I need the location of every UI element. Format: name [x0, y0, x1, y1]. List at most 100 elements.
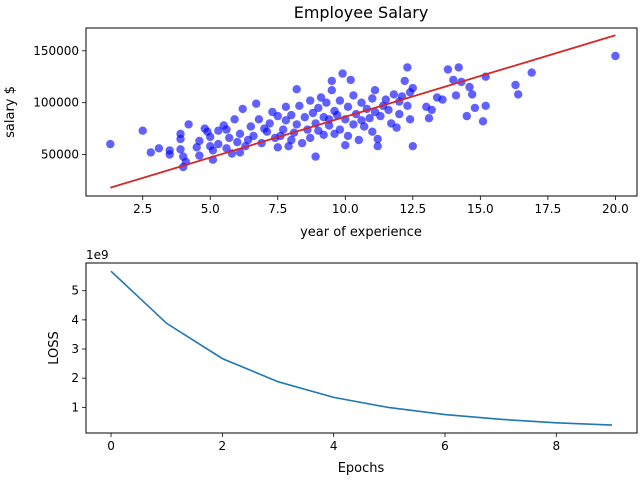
scatter-point	[230, 115, 239, 124]
scatter-point	[214, 126, 223, 135]
scatter-point	[254, 115, 264, 124]
scatter-point	[295, 101, 304, 111]
scatter-point	[287, 110, 296, 120]
plot-frame	[85, 262, 638, 434]
scatter-point	[292, 85, 301, 94]
scatter-point	[405, 115, 415, 124]
scatter-point	[297, 138, 307, 148]
scatter-point	[316, 93, 326, 102]
y-axis-ticks: 1 2 3 4 5	[71, 284, 86, 414]
scatter-point	[106, 139, 115, 149]
scatter-point	[184, 120, 193, 129]
scatter-point	[389, 90, 399, 99]
x-tick-label: 7.5	[268, 202, 287, 216]
loss-series-line	[110, 270, 613, 426]
scatter-point	[287, 135, 296, 145]
scatter-point	[478, 117, 488, 126]
chart-title: Employee Salary	[294, 3, 429, 22]
x-axis-label: Epochs	[338, 461, 385, 476]
x-tick-label: 15.0	[467, 202, 494, 216]
scatter-point	[368, 94, 377, 103]
scatter-point	[392, 123, 401, 132]
scatter-point	[146, 148, 155, 157]
scatter-point	[322, 98, 331, 107]
scatter-point	[357, 98, 366, 107]
scatter-point	[511, 80, 520, 90]
scatter-point	[335, 125, 345, 134]
scatter-point	[465, 82, 474, 92]
loss-line-chart: 0 2 4 6 8 1 2 3 4 5 1e9 Epochs LOSS	[47, 248, 638, 476]
scatter-point	[373, 134, 382, 144]
scatter-point	[165, 150, 174, 159]
x-tick-label: 10.0	[332, 202, 359, 216]
scatter-point	[611, 51, 620, 61]
scatter-point	[470, 103, 480, 113]
y-axis-label: LOSS	[47, 331, 62, 365]
scatter-point	[427, 105, 436, 115]
scatter-point	[279, 125, 288, 134]
y-tick-label: 150000	[33, 44, 79, 58]
scatter-point	[246, 122, 255, 131]
scatter-point	[451, 91, 461, 100]
x-tick-label: 2	[219, 439, 227, 453]
scatter-point	[306, 96, 315, 105]
scatter-point	[527, 68, 536, 77]
scatter-point	[273, 111, 282, 121]
x-axis-ticks: 0 2 4 6 8	[107, 433, 560, 453]
scatter-point	[333, 110, 342, 120]
x-tick-label: 20.0	[602, 202, 629, 216]
scatter-point	[195, 136, 204, 146]
scatter-point	[424, 114, 434, 123]
scatter-point	[349, 91, 358, 100]
x-tick-label: 5.0	[201, 202, 220, 216]
scatter-point	[354, 135, 363, 145]
scatter-point	[381, 95, 390, 104]
scatter-point	[235, 129, 245, 138]
scatter-point	[281, 102, 291, 112]
scatter-point	[443, 65, 453, 74]
scatter-point	[138, 126, 147, 135]
x-tick-label: 4	[330, 439, 338, 453]
scatter-point	[154, 144, 164, 153]
y-tick-label: 50000	[41, 148, 79, 162]
scatter-point	[462, 111, 471, 121]
scatter-point	[265, 119, 274, 128]
scatter-point	[208, 146, 218, 155]
scatter-point	[195, 151, 204, 160]
scatter-point	[403, 63, 412, 72]
scatter-point	[327, 86, 336, 95]
plot-frame	[85, 27, 638, 197]
scatter-point	[292, 120, 301, 129]
scatter-point	[300, 113, 309, 122]
y-axis-ticks: 50000 100000 150000	[33, 44, 86, 162]
regression-line	[110, 34, 616, 189]
scatter-point	[376, 111, 385, 121]
scatter-point	[408, 142, 417, 151]
scatter-point	[281, 116, 291, 125]
scatter-point	[233, 137, 242, 147]
scatter-point	[308, 108, 318, 118]
scatter-point	[176, 134, 185, 144]
scatter-point	[365, 114, 374, 123]
y-tick-label: 3	[71, 342, 79, 356]
y-tick-label: 2	[71, 371, 79, 385]
scatter-point	[176, 145, 185, 154]
scatter-point	[206, 132, 215, 142]
scatter-point	[343, 131, 353, 141]
y-axis-offset-label: 1e9	[86, 248, 109, 262]
scatter-point	[373, 142, 382, 151]
scatter-point	[235, 148, 245, 157]
scatter-point	[262, 127, 272, 136]
scatter-point	[346, 75, 355, 85]
x-tick-label: 12.5	[399, 202, 426, 216]
scatter-point	[468, 90, 477, 99]
scatter-point	[343, 102, 353, 112]
scatter-point	[368, 127, 377, 136]
scatter-point	[324, 121, 334, 130]
scatter-point	[438, 95, 447, 104]
scatter-point	[225, 133, 234, 143]
salary-scatter-chart: Employee Salary 2.5 5.0 7.5 10.0 12.5 15.0 17.…	[3, 3, 638, 240]
scatter-point	[335, 96, 345, 105]
y-tick-label: 4	[71, 313, 79, 327]
scatter-point	[395, 109, 404, 119]
